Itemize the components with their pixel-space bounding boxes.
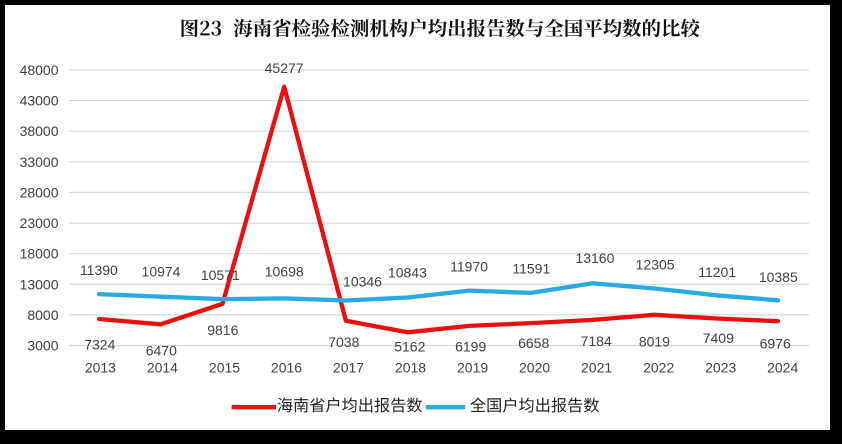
svg-text:11591: 11591 [512, 261, 550, 277]
svg-text:7184: 7184 [581, 333, 612, 349]
svg-text:2016: 2016 [271, 359, 302, 375]
svg-text:12305: 12305 [636, 257, 675, 273]
svg-text:23000: 23000 [20, 215, 59, 231]
svg-text:8019: 8019 [639, 334, 670, 350]
svg-text:2019: 2019 [457, 359, 488, 375]
svg-text:2017: 2017 [333, 359, 364, 375]
svg-text:18000: 18000 [20, 246, 59, 262]
svg-text:10698: 10698 [265, 264, 304, 280]
svg-text:2015: 2015 [209, 359, 240, 375]
svg-text:6199: 6199 [455, 339, 486, 355]
svg-text:6976: 6976 [760, 335, 791, 351]
svg-text:10346: 10346 [343, 274, 382, 290]
svg-text:10385: 10385 [759, 269, 798, 285]
svg-text:5162: 5162 [394, 339, 425, 355]
svg-text:43000: 43000 [20, 93, 59, 109]
svg-text:3000: 3000 [27, 338, 58, 354]
svg-text:10974: 10974 [142, 264, 181, 280]
svg-text:2020: 2020 [519, 359, 550, 375]
svg-text:6658: 6658 [518, 335, 549, 351]
svg-text:10571: 10571 [201, 267, 240, 283]
svg-text:38000: 38000 [20, 123, 59, 139]
svg-text:10843: 10843 [388, 265, 427, 281]
svg-text:7324: 7324 [84, 337, 115, 353]
svg-text:2022: 2022 [643, 359, 674, 375]
svg-text:45277: 45277 [265, 60, 304, 76]
svg-text:13000: 13000 [20, 276, 59, 292]
svg-text:13160: 13160 [575, 250, 614, 266]
svg-text:2023: 2023 [705, 359, 736, 375]
svg-text:6470: 6470 [146, 342, 177, 358]
svg-text:2014: 2014 [147, 359, 178, 375]
svg-text:7409: 7409 [703, 330, 734, 346]
svg-text:7038: 7038 [328, 334, 359, 350]
svg-text:48000: 48000 [20, 62, 59, 78]
svg-text:11390: 11390 [80, 262, 118, 278]
svg-text:11970: 11970 [450, 259, 488, 275]
svg-text:11201: 11201 [698, 264, 736, 280]
svg-text:9816: 9816 [207, 322, 238, 338]
svg-text:33000: 33000 [20, 154, 59, 170]
svg-text:2013: 2013 [85, 359, 116, 375]
svg-text:2021: 2021 [581, 359, 612, 375]
svg-text:2018: 2018 [395, 359, 426, 375]
svg-text:2024: 2024 [767, 359, 798, 375]
svg-text:28000: 28000 [20, 184, 59, 200]
svg-text:8000: 8000 [27, 307, 58, 323]
